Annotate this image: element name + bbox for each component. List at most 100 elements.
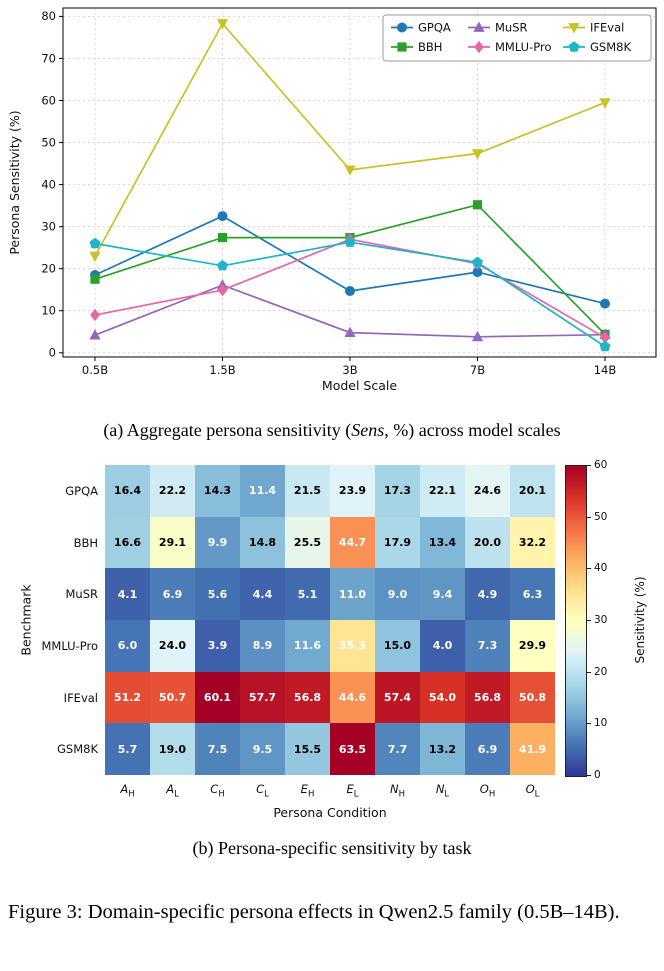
- x-axis-label: Model Scale: [322, 378, 397, 393]
- heatmap-x-axis-label: Persona Condition: [273, 805, 387, 820]
- colorbar-tick: [587, 516, 591, 518]
- heatmap-cell: 9.4: [420, 568, 465, 620]
- marker-square: [397, 42, 407, 52]
- colorbar-tick: [587, 620, 591, 621]
- colorbar-tick: [587, 723, 591, 725]
- heatmap-cell: 17.3: [375, 465, 420, 517]
- x-tick-label: 3B: [342, 363, 357, 377]
- heatmap-cell: 56.8: [465, 671, 510, 724]
- plot-border: [62, 7, 657, 358]
- heatmap-cell: 44.6: [330, 671, 375, 724]
- figure-caption: Figure 3: Domain-specific persona effect…: [8, 901, 620, 923]
- heatmap-cell: 6.9: [150, 568, 195, 620]
- heatmap-cell: 13.4: [420, 516, 465, 569]
- heatmap-cell: 35.3: [330, 620, 375, 672]
- marker-square: [90, 274, 100, 284]
- colorbar-tick-label: 30: [594, 614, 608, 626]
- marker-triangle-down: [471, 149, 484, 160]
- marker-circle: [217, 211, 228, 222]
- marker-triangle-down: [89, 251, 101, 263]
- heatmap-row-label-MMLU-Pro: MMLU-Pro: [41, 638, 99, 653]
- colorbar-tick-label: 0: [594, 769, 601, 781]
- heatmap-col-label: OL: [525, 782, 540, 800]
- subcaption-a: (a) Aggregate persona sensitivity (Sens,…: [0, 420, 664, 441]
- heatmap-cell: 5.1: [285, 568, 330, 620]
- marker-diamond: [217, 283, 228, 297]
- heatmap-col-label: CH: [210, 782, 225, 800]
- heatmap-cell: 29.9: [510, 620, 555, 672]
- marker-triangle-up: [473, 21, 485, 32]
- heatmap-col-label: AH: [120, 782, 135, 800]
- marker-triangle-down: [568, 23, 580, 34]
- heatmap-cell: 51.2: [105, 671, 150, 724]
- heatmap-grid: 16.4 22.2 14.3 11.4 21.5 23.9 17.3 22.1 24.6 20.1…: [105, 465, 555, 775]
- marker-pentagon: [568, 41, 580, 52]
- y-tick-label: 20: [41, 262, 56, 276]
- marker-square: [217, 232, 228, 243]
- legend-box: [382, 14, 652, 62]
- colorbar: [565, 465, 587, 777]
- heatmap-cell: 4.1: [105, 568, 150, 620]
- marker-pentagon: [472, 256, 483, 268]
- marker-diamond: [600, 331, 610, 344]
- heatmap-cell: 14.8: [240, 516, 285, 569]
- heatmap-row-label-GPQA: GPQA: [65, 483, 98, 498]
- x-tick-label: 14B: [594, 363, 617, 377]
- marker-triangle-up: [344, 326, 356, 338]
- colorbar-tick-label: 20: [594, 665, 608, 678]
- heatmap-col-label: EH: [300, 782, 315, 800]
- heatmap-cell: 16.4: [105, 465, 150, 517]
- marker-triangle-up: [89, 329, 101, 340]
- heatmap-cell: 41.9: [510, 723, 555, 775]
- heatmap-cell: 20.1: [510, 465, 555, 517]
- heatmap-cell: 22.1: [420, 465, 465, 517]
- x-tick-label: 0.5B: [82, 363, 108, 377]
- heatmap-col-label: OH: [479, 782, 496, 800]
- colorbar-tick-label: 40: [594, 562, 608, 575]
- marker-diamond: [474, 40, 484, 54]
- subcaption-b: (b) Persona-specific sensitivity by task: [192, 838, 472, 858]
- heatmap-cell: 13.2: [420, 723, 465, 775]
- y-tick-label: 70: [41, 51, 56, 65]
- legend-label-IFEval: IFEval: [590, 21, 624, 35]
- y-tick-label: 60: [41, 93, 56, 107]
- heatmap-cell: 9.9: [195, 516, 240, 569]
- heatmap-cell: 4.4: [240, 568, 285, 620]
- heatmap-cell: 6.0: [105, 620, 150, 672]
- marker-triangle-up: [471, 330, 484, 342]
- colorbar-tick-label: 60: [594, 459, 608, 471]
- heatmap-row-label-MuSR: MuSR: [65, 587, 98, 602]
- heatmap-cell: 4.9: [465, 568, 510, 620]
- heatmap-cell: 11.6: [285, 620, 330, 672]
- heatmap-row-label-BBH: BBH: [73, 535, 98, 550]
- marker-circle: [345, 285, 355, 296]
- subcaption-a-italic: Sens: [351, 420, 385, 440]
- heatmap-col-label: AL: [166, 782, 179, 800]
- heatmap-cell: 15.5: [285, 723, 330, 775]
- colorbar-tick: [587, 568, 591, 570]
- heatmap-cell: 7.7: [375, 723, 420, 775]
- heatmap-cell: 9.5: [240, 723, 285, 775]
- y-tick-label: 80: [41, 9, 56, 23]
- legend-label-MMLU-Pro: MMLU-Pro: [495, 40, 552, 54]
- heatmap-cell: 15.0: [375, 620, 420, 672]
- colorbar-tick-label: 50: [594, 510, 608, 523]
- heatmap-cell: 17.9: [375, 516, 420, 569]
- heatmap-cell: 11.0: [330, 568, 375, 620]
- y-tick-label: 30: [41, 220, 56, 234]
- marker-circle: [600, 298, 610, 309]
- heatmap-col-label: CL: [256, 782, 269, 800]
- heatmap-cell: 19.0: [150, 723, 195, 775]
- heatmap-col-label: EL: [346, 782, 359, 800]
- legend-label-MuSR: MuSR: [495, 21, 528, 35]
- y-tick-label: 40: [41, 177, 56, 191]
- marker-pentagon: [217, 260, 228, 271]
- heatmap-cell: 5.7: [105, 723, 150, 775]
- y-tick-label: 0: [49, 346, 56, 360]
- heatmap-cell: 21.5: [285, 465, 330, 517]
- legend-label-GSM8K: GSM8K: [590, 40, 631, 54]
- heatmap-cell: 14.3: [195, 465, 240, 517]
- heatmap-cell: 24.0: [150, 620, 195, 672]
- heatmap-cell: 50.8: [510, 671, 555, 724]
